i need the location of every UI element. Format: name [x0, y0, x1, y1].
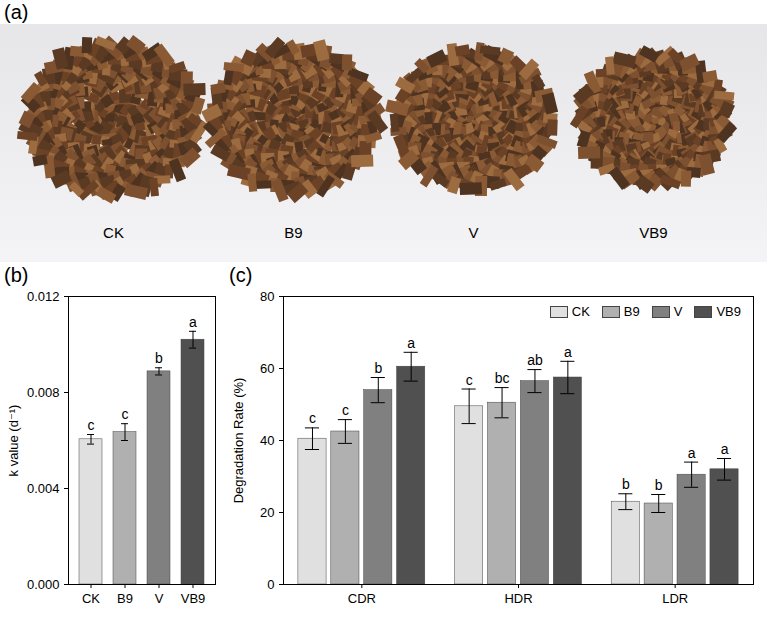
svg-text:k value (d⁻¹): k value (d⁻¹) [6, 405, 21, 477]
svg-text:0.012: 0.012 [27, 289, 60, 304]
html-text:(c): (c) [229, 264, 253, 286]
svg-text:40: 40 [260, 433, 274, 448]
html-text:VB9: VB9 [716, 304, 741, 319]
svg-text:80: 80 [260, 289, 274, 304]
svg-text:0.000: 0.000 [27, 577, 60, 592]
svg-text:a: a [407, 335, 415, 351]
svg-text:0: 0 [267, 577, 274, 592]
svg-text:VB9: VB9 [639, 224, 667, 241]
svg-text:20: 20 [260, 505, 274, 520]
svg-text:b: b [155, 350, 163, 366]
svg-text:60: 60 [260, 361, 274, 376]
svg-text:c: c [88, 417, 95, 433]
svg-text:0.004: 0.004 [27, 481, 60, 496]
svg-text:c: c [309, 410, 316, 426]
svg-text:c: c [466, 372, 473, 388]
svg-text:0.008: 0.008 [27, 385, 60, 400]
svg-text:ab: ab [527, 352, 543, 368]
svg-text:b: b [374, 360, 382, 376]
svg-text:a: a [721, 441, 729, 457]
svg-text:c: c [122, 406, 129, 422]
svg-text:c: c [342, 402, 349, 418]
svg-text:bc: bc [495, 370, 510, 386]
svg-text:CK: CK [103, 224, 124, 241]
html-text:(a): (a) [4, 1, 29, 23]
svg-text:Degradation Rate (%): Degradation Rate (%) [231, 378, 246, 504]
html-text:B9: B9 [623, 304, 640, 319]
html-text:CK: CK [571, 304, 590, 319]
html-text:(b): (b) [4, 264, 29, 286]
svg-text:LDR: LDR [662, 591, 688, 606]
svg-text:HDR: HDR [504, 591, 532, 606]
html-text:V: V [673, 304, 683, 319]
svg-text:b: b [622, 476, 630, 492]
svg-text:a: a [189, 314, 197, 330]
svg-text:B9: B9 [284, 224, 302, 241]
svg-text:V: V [155, 591, 164, 606]
svg-text:CDR: CDR [348, 591, 376, 606]
svg-text:B9: B9 [117, 591, 133, 606]
svg-text:V: V [468, 224, 478, 241]
svg-text:b: b [655, 477, 663, 493]
svg-text:a: a [564, 344, 572, 360]
svg-text:VB9: VB9 [181, 591, 206, 606]
svg-text:CK: CK [82, 591, 100, 606]
svg-text:a: a [688, 445, 696, 461]
